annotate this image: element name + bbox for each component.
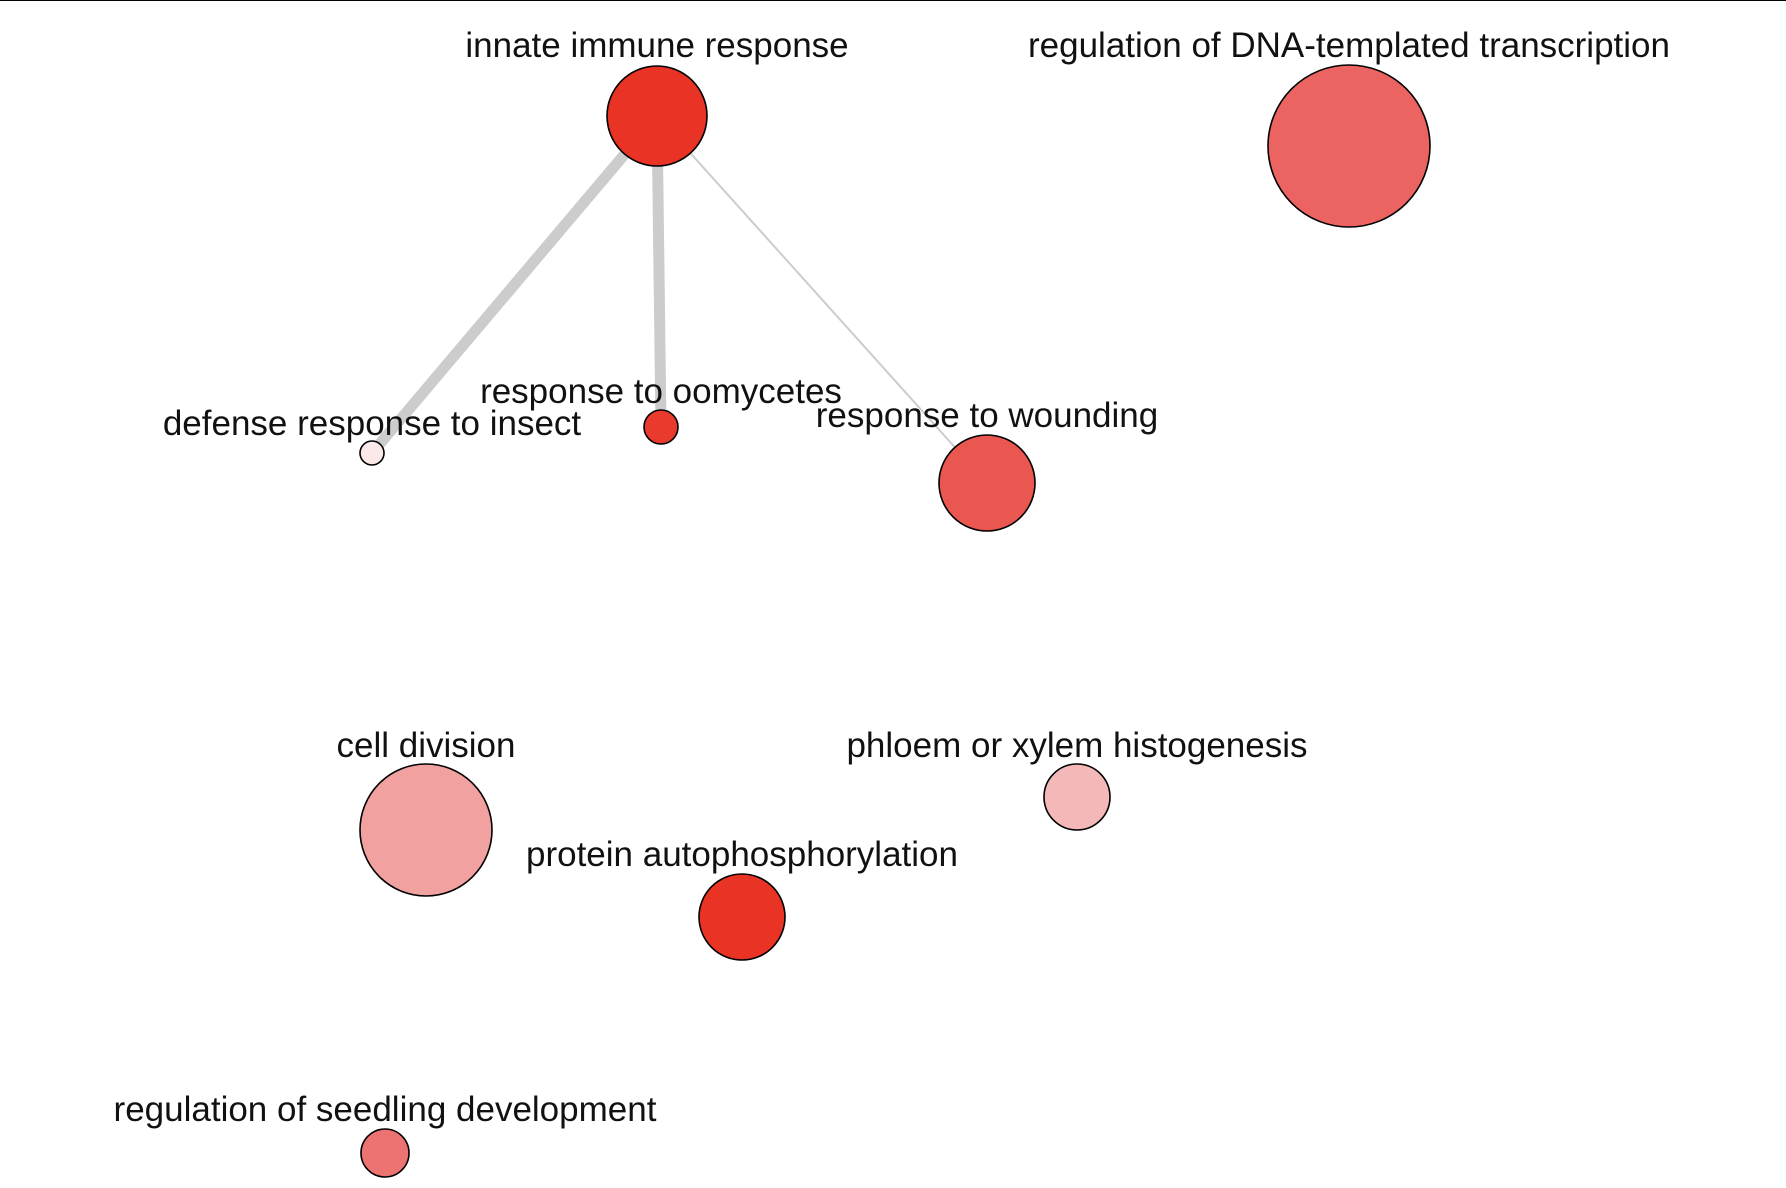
node-label-response-to-wounding: response to wounding — [816, 396, 1158, 435]
node-phloem-or-xylem-histogenesis[interactable] — [1043, 763, 1111, 831]
edges-layer — [367, 112, 988, 484]
node-response-to-oomycetes[interactable] — [643, 409, 679, 445]
node-label-response-to-oomycetes: response to oomycetes — [480, 372, 842, 411]
node-label-innate-immune-response: innate immune response — [465, 26, 848, 65]
node-label-regulation-of-dna-templated-transcription: regulation of DNA-templated transcriptio… — [1028, 26, 1670, 65]
node-regulation-of-seedling-development[interactable] — [360, 1128, 410, 1178]
node-label-phloem-or-xylem-histogenesis: phloem or xylem histogenesis — [846, 726, 1307, 765]
node-cell-division[interactable] — [359, 763, 493, 897]
node-response-to-wounding[interactable] — [938, 434, 1036, 532]
edge-innate-immune-response-to-response-to-oomycetes — [651, 115, 667, 428]
top-border — [0, 0, 1786, 1]
edge-innate-immune-response-to-defense-response-to-insect — [367, 112, 662, 457]
node-protein-autophosphorylation[interactable] — [698, 873, 786, 961]
labels-layer: innate immune response regulation of DNA-… — [114, 26, 1670, 1129]
edge-innate-immune-response-to-response-to-wounding — [656, 115, 988, 484]
node-regulation-of-dna-templated-transcription[interactable] — [1267, 64, 1431, 228]
node-label-defense-response-to-insect: defense response to insect — [163, 404, 582, 443]
node-label-regulation-of-seedling-development: regulation of seedling development — [114, 1090, 657, 1129]
node-label-cell-division: cell division — [337, 726, 516, 765]
node-defense-response-to-insect[interactable] — [359, 440, 385, 466]
nodes-layer — [359, 64, 1431, 1178]
node-innate-immune-response[interactable] — [606, 65, 708, 167]
node-label-protein-autophosphorylation: protein autophosphorylation — [526, 835, 958, 874]
